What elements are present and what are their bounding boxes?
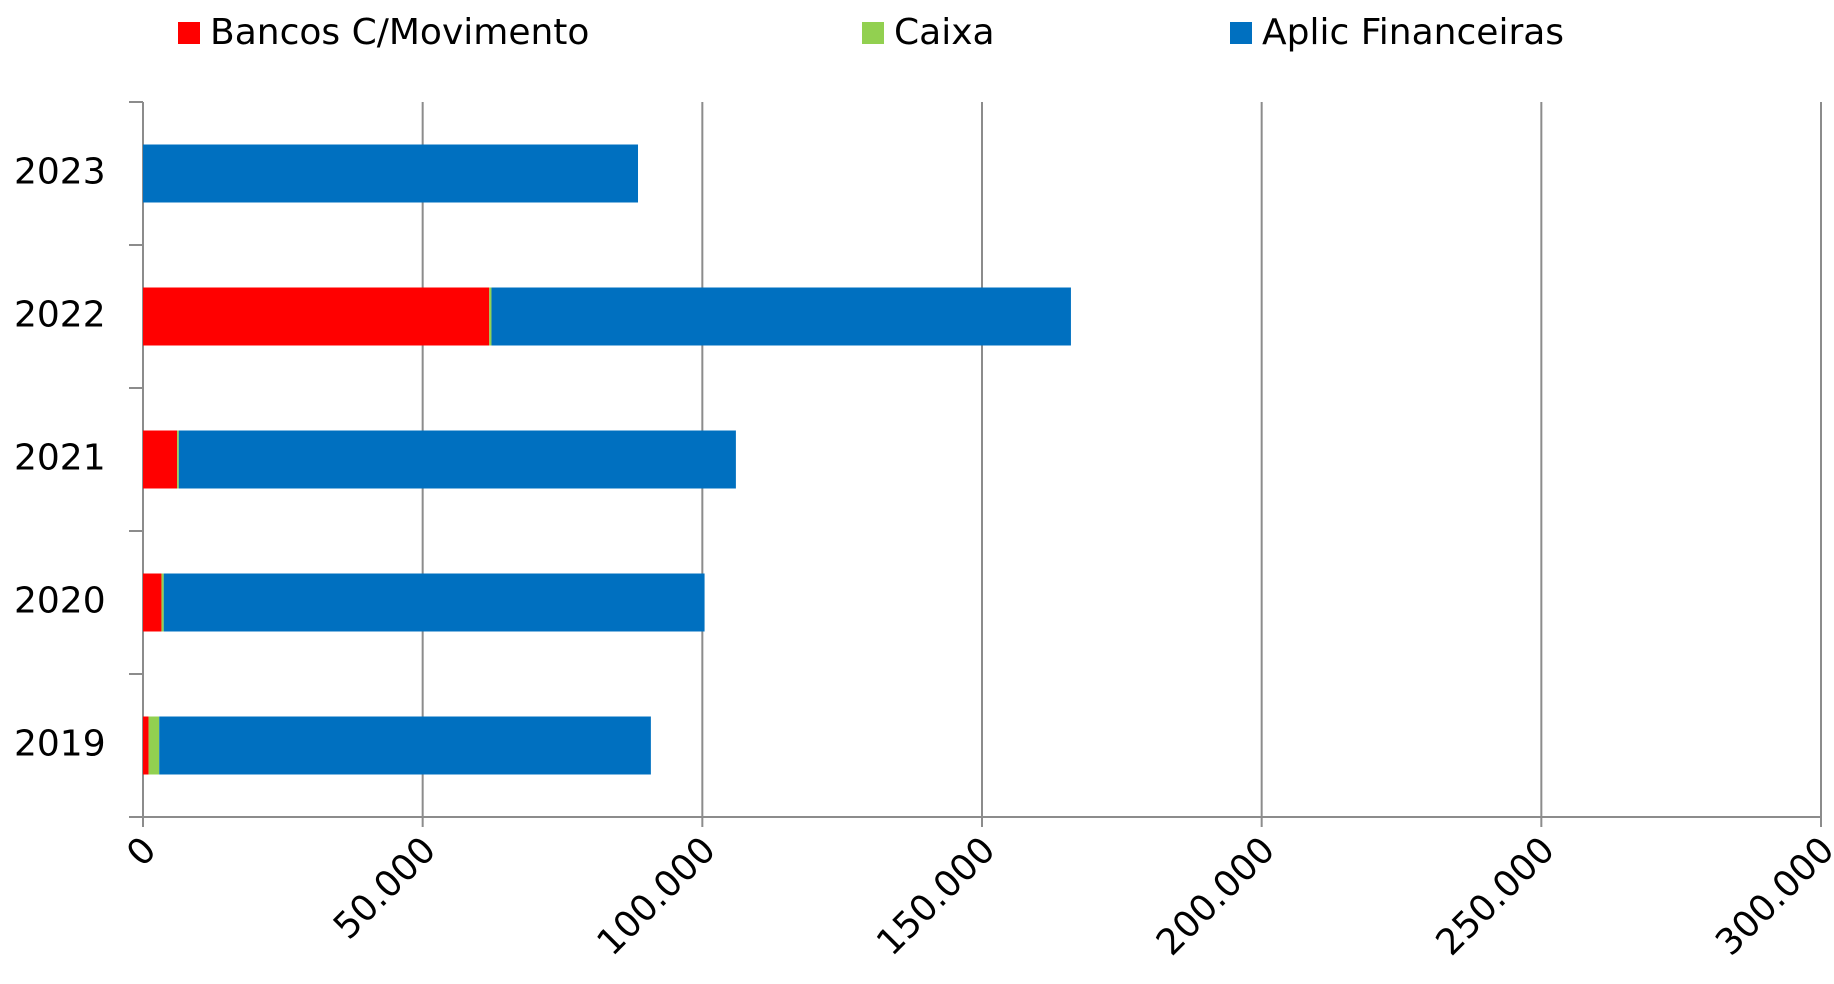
y-tick-label: 2021 (14, 438, 106, 479)
y-tick-label: 2022 (14, 295, 106, 336)
x-tick-label: 200.000 (1149, 829, 1283, 963)
y-tick-label: 2020 (14, 581, 106, 622)
bar-segment (143, 430, 178, 489)
x-tick-label: 0 (119, 829, 164, 874)
bar-segment (159, 716, 651, 775)
x-tick-label: 50.000 (326, 829, 444, 947)
legend-swatch (862, 22, 884, 44)
x-tick-label: 100.000 (590, 829, 724, 963)
legend-swatch (1230, 22, 1252, 44)
legend-label: Aplic Financeiras (1262, 12, 1564, 53)
y-tick-label: 2023 (14, 152, 106, 193)
bar-segment (161, 573, 164, 632)
bar-segment (177, 430, 179, 489)
legend-label: Caixa (894, 12, 995, 53)
x-tick-label: 250.000 (1429, 829, 1563, 963)
x-tick-label: 300.000 (1708, 829, 1834, 963)
bar-segment (178, 430, 736, 489)
bar-segment (143, 144, 639, 203)
bar-segment (143, 716, 149, 775)
bar-segment (491, 287, 1071, 346)
bar-segment (148, 716, 160, 775)
legend-label: Bancos C/Movimento (210, 12, 589, 53)
bar-segment (163, 573, 705, 632)
bar-segment (489, 287, 492, 346)
legend-swatch (178, 22, 200, 44)
bar-segment (143, 287, 490, 346)
x-tick-label: 150.000 (869, 829, 1003, 963)
bar-segment (143, 573, 162, 632)
y-tick-label: 2019 (14, 724, 106, 765)
